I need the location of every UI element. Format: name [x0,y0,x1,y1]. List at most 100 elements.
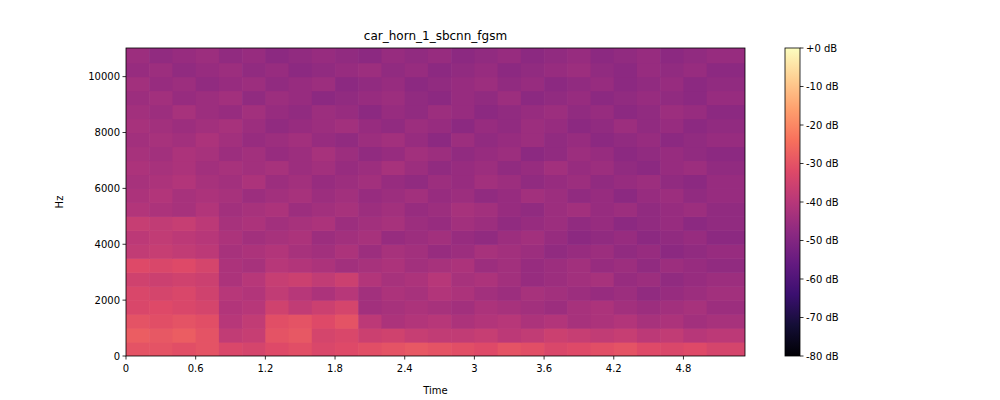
cell [637,230,661,245]
cell [172,119,196,134]
cell [149,63,173,78]
cell [567,314,591,329]
cell [451,160,475,175]
x-tick-label: 4.8 [675,363,691,374]
cell [660,119,684,134]
cell [567,258,591,273]
cell [242,230,266,245]
cell [219,300,243,315]
cell [381,230,405,245]
cell [707,119,745,134]
cell [312,202,336,217]
cell [683,133,707,148]
cell [474,216,498,231]
cell [358,77,382,92]
cell [265,105,289,120]
cell [498,105,522,120]
cell [591,77,615,92]
cell [126,300,150,315]
cell [428,133,452,148]
x-tick-label: 0.6 [188,363,204,374]
cell [428,272,452,287]
cell [567,342,591,356]
cell [172,202,196,217]
cell [172,314,196,329]
cell [381,146,405,161]
cell [591,119,615,134]
cell [242,300,266,315]
cell [289,77,313,92]
cell [637,258,661,273]
x-tick-label: 4.2 [606,363,622,374]
cell [172,133,196,148]
cell [335,77,359,92]
cell [567,286,591,301]
cell [265,174,289,189]
cell [335,48,359,63]
cell [544,300,568,315]
cell [312,174,336,189]
cell [683,314,707,329]
cell [591,244,615,259]
cell [265,133,289,148]
cell [172,63,196,78]
cell [683,230,707,245]
cell [196,272,220,287]
cell [451,146,475,161]
cell [544,63,568,78]
cell [242,91,266,106]
cell [544,216,568,231]
cell [149,174,173,189]
cell [567,160,591,175]
cell [196,146,220,161]
cell [172,244,196,259]
cell [498,202,522,217]
cell [567,63,591,78]
cell [521,105,545,120]
cell [358,133,382,148]
cell [614,216,638,231]
cell [219,63,243,78]
cell [219,77,243,92]
cell [683,160,707,175]
cell [660,272,684,287]
cell [219,272,243,287]
cell [149,230,173,245]
cell [405,91,429,106]
cell [637,188,661,203]
cell [637,328,661,343]
x-tick [474,356,475,360]
cell [335,286,359,301]
cell [149,77,173,92]
cell [289,272,313,287]
cell [219,133,243,148]
cell [614,202,638,217]
cell [591,314,615,329]
cell [265,328,289,343]
cell [567,146,591,161]
cell [707,244,745,259]
cell [335,314,359,329]
cell [428,146,452,161]
cell [683,105,707,120]
cell [498,133,522,148]
cell [521,119,545,134]
x-tick [613,356,614,360]
cell [660,258,684,273]
cell [335,63,359,78]
cell [498,286,522,301]
cell [451,174,475,189]
cell [451,48,475,63]
cell [196,314,220,329]
cell [614,230,638,245]
cell [405,342,429,356]
cell [567,188,591,203]
cell [521,230,545,245]
cell [544,328,568,343]
cell [358,119,382,134]
cell [474,63,498,78]
cell [242,188,266,203]
cell [707,314,745,329]
cell [637,216,661,231]
cell [172,300,196,315]
